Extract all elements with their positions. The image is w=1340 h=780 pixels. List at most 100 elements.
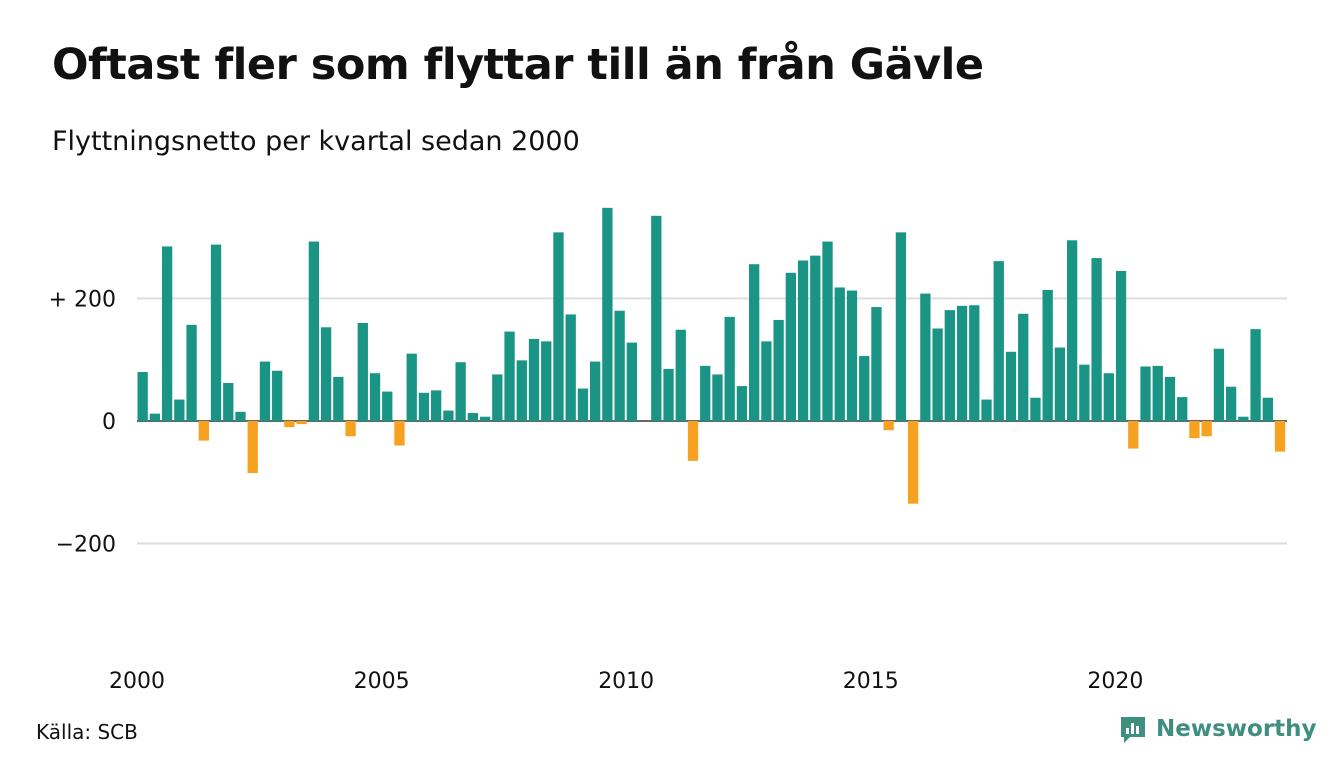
bars [137, 207, 1286, 504]
bar [541, 341, 552, 422]
bar [1250, 329, 1261, 422]
bar [479, 416, 491, 421]
bar [406, 353, 417, 422]
bar [1201, 421, 1212, 437]
bar [626, 342, 637, 421]
bar [382, 391, 393, 421]
bar [846, 290, 858, 421]
bar [418, 392, 430, 421]
bar [137, 372, 148, 421]
bar [210, 244, 222, 421]
bar [455, 362, 466, 421]
bar [773, 319, 784, 421]
newsworthy-logo-icon [1121, 717, 1145, 743]
bar [834, 287, 845, 422]
chart-title: Oftast fler som flyttar till än från Gäv… [52, 40, 984, 90]
bar [431, 390, 442, 422]
bar [186, 324, 197, 421]
brand-name: Newsworthy [1156, 716, 1317, 742]
x-tick-label: 2000 [109, 669, 165, 694]
bar [1091, 258, 1102, 421]
y-tick-label: + 200 [49, 288, 116, 313]
bar [749, 264, 760, 421]
bar [333, 376, 344, 421]
bar [1115, 270, 1127, 421]
bar [1189, 421, 1200, 439]
bar [944, 310, 955, 421]
bar [1164, 376, 1176, 421]
bar [1066, 240, 1078, 421]
bar [1262, 397, 1273, 422]
bar [308, 241, 320, 421]
bar [602, 207, 613, 421]
bar [810, 255, 821, 422]
bar [993, 261, 1004, 421]
bar [883, 421, 894, 431]
bar [198, 421, 209, 441]
bar [443, 410, 454, 421]
bar [663, 368, 674, 421]
bar [357, 323, 368, 421]
bar [1054, 347, 1066, 421]
bar [590, 361, 601, 421]
bar [223, 383, 234, 421]
bar [149, 413, 161, 421]
bar [369, 373, 381, 422]
bar [932, 328, 943, 421]
bar [687, 421, 699, 461]
bar [565, 314, 576, 422]
bar [284, 421, 295, 428]
bar [492, 374, 503, 421]
bar [1177, 397, 1188, 421]
bar [822, 241, 833, 421]
chart-subtitle: Flyttningsnetto per kvartal sedan 2000 [52, 126, 580, 157]
bar [969, 305, 980, 421]
bar [345, 421, 356, 437]
bar [700, 365, 711, 422]
bar [296, 421, 307, 425]
bar [1005, 351, 1017, 421]
y-tick-label: 0 [102, 410, 116, 435]
bar [785, 272, 796, 421]
y-axis-ticks: + 200 0 −200 [49, 288, 116, 558]
bar [981, 399, 992, 421]
bar [724, 316, 735, 422]
bar [736, 386, 748, 421]
bar [712, 374, 723, 421]
bar [1018, 313, 1029, 421]
bar [394, 421, 405, 446]
bar [467, 413, 479, 421]
bar [1274, 421, 1286, 452]
bar [553, 232, 564, 421]
bar [956, 305, 968, 421]
bar [675, 329, 686, 421]
bar [1140, 366, 1151, 421]
x-axis-ticks: 2000 2005 2010 2015 2020 [109, 669, 1143, 694]
bar [161, 246, 173, 421]
bar [320, 327, 332, 421]
bar [1152, 365, 1163, 422]
bar [1128, 421, 1139, 449]
bar [920, 293, 931, 421]
bar [614, 310, 625, 421]
bar [871, 307, 882, 421]
bar [259, 361, 271, 421]
bar [797, 260, 809, 421]
bar [1213, 348, 1225, 422]
y-tick-label: −200 [56, 533, 116, 558]
bar [1103, 373, 1114, 422]
bar [247, 421, 258, 474]
bar [651, 215, 662, 421]
bar [907, 421, 919, 504]
bar [235, 411, 246, 421]
bar [859, 356, 870, 421]
bar [1238, 416, 1249, 421]
bar [516, 360, 527, 421]
bar [1042, 289, 1053, 421]
bar [528, 338, 540, 422]
bar [1225, 386, 1237, 421]
bar [174, 399, 185, 421]
bar [761, 341, 772, 422]
brand-logo: Newsworthy [1118, 714, 1317, 744]
